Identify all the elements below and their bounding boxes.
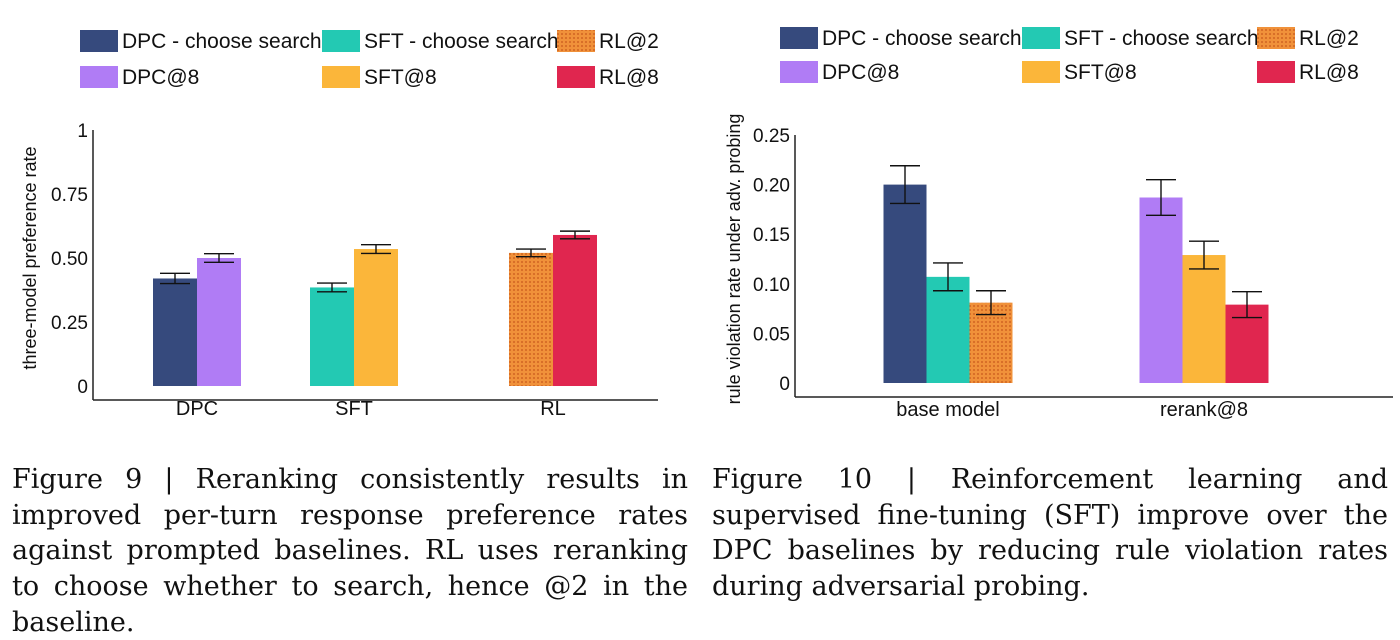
figure-10-caption: Figure 10 | Reinforcement learning and s… <box>712 462 1388 605</box>
y-tick-label: 0.10 <box>753 275 790 296</box>
legend-swatch <box>1257 61 1295 83</box>
bar <box>969 302 1013 383</box>
legend-label: RL@8 <box>1299 61 1359 84</box>
y-tick-label: 0.25 <box>51 313 88 334</box>
chart-rule-violation: DPC - choose search SFT - choose search RL… <box>724 27 1393 421</box>
legend-label: RL@8 <box>599 66 659 89</box>
y-axis-title: rule violation rate under adv. probing <box>724 114 744 405</box>
legend-label: DPC@8 <box>122 66 199 89</box>
figure-10-caption-text: Figure 10 | Reinforcement learning and s… <box>712 464 1388 602</box>
legend-label: SFT - choose search <box>1064 27 1259 50</box>
legend-label: RL@2 <box>1299 27 1359 50</box>
legend-swatch <box>780 27 818 49</box>
legend-swatch <box>80 30 118 52</box>
y-tick-label: 0.20 <box>753 176 790 197</box>
legend-label: DPC - choose search <box>822 27 1022 50</box>
bar <box>509 252 553 386</box>
legend-label: SFT - choose search <box>364 30 559 53</box>
bar <box>926 276 970 383</box>
x-category-label: SFT <box>335 398 373 420</box>
x-category-label: RL <box>540 398 566 420</box>
y-tick-label: 0.50 <box>51 249 88 270</box>
legend-label: DPC - choose search <box>122 30 322 53</box>
y-tick-label: 0.25 <box>753 126 790 147</box>
y-tick-label: 0 <box>779 374 790 395</box>
bar <box>354 249 398 386</box>
legend-swatch <box>322 30 360 52</box>
y-tick-label: 0.05 <box>753 324 790 345</box>
y-tick-label: 0.15 <box>753 225 790 246</box>
legend-label: SFT@8 <box>364 66 437 89</box>
legend-swatch <box>1022 27 1060 49</box>
legend-swatch <box>1257 27 1295 49</box>
legend-label: RL@2 <box>599 30 659 53</box>
bar <box>153 278 197 386</box>
bar <box>883 184 927 383</box>
legend-swatch <box>1022 61 1060 83</box>
x-category-label: base model <box>896 399 999 421</box>
y-tick-label: 1 <box>77 121 88 142</box>
legend-swatch <box>322 66 360 88</box>
y-tick-label: 0.75 <box>51 185 88 206</box>
legend-label: DPC@8 <box>822 61 899 84</box>
x-category-label: DPC <box>176 398 218 420</box>
x-category-label: rerank@8 <box>1160 399 1248 421</box>
bar <box>197 258 241 386</box>
figure-9-caption: Figure 9 | Reranking consistently result… <box>12 462 688 640</box>
y-tick-label: 0 <box>77 377 88 398</box>
legend-swatch <box>780 61 818 83</box>
y-axis-title: three-model preference rate <box>20 146 40 369</box>
bar <box>553 234 597 386</box>
figure-charts: DPC - choose search SFT - choose search RL… <box>20 27 1393 421</box>
legend-swatch <box>80 66 118 88</box>
legend-label: SFT@8 <box>1064 61 1137 84</box>
bar <box>310 287 354 386</box>
legend-swatch <box>557 30 595 52</box>
bar <box>1182 255 1226 383</box>
chart-preference-rate: DPC - choose search SFT - choose search RL… <box>20 30 659 420</box>
figure-9-caption-text: Figure 9 | Reranking consistently result… <box>12 464 688 638</box>
bar <box>1139 197 1183 383</box>
legend-swatch <box>557 66 595 88</box>
